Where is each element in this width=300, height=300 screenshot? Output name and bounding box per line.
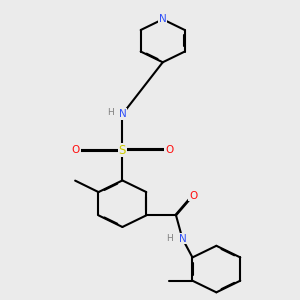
Text: H: H	[166, 234, 173, 243]
Text: N: N	[159, 14, 166, 24]
Text: H: H	[107, 108, 114, 117]
Text: N: N	[178, 234, 186, 244]
Text: O: O	[165, 145, 173, 155]
Text: O: O	[189, 191, 197, 201]
Text: N: N	[118, 109, 126, 119]
Text: S: S	[119, 143, 126, 157]
Text: O: O	[72, 145, 80, 155]
